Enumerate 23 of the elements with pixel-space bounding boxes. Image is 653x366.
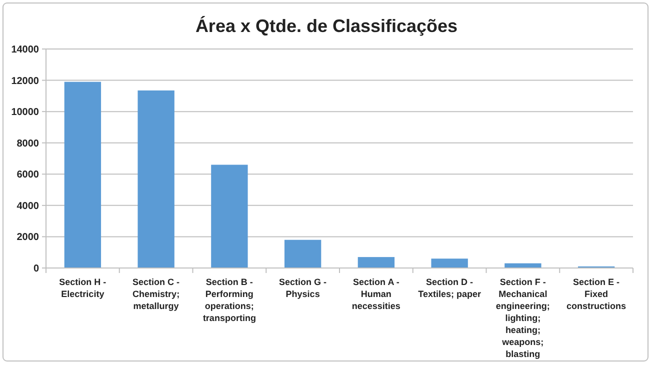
y-tick-label: 8000: [16, 138, 40, 150]
x-tick-label: Section F - Mechanical engineering; lighting; heating; weapons; blasting: [496, 277, 550, 359]
x-tick-label: Section E - Fixed constructions: [566, 277, 626, 311]
bar: [211, 164, 248, 268]
x-tick-label: Section D - Textiles; paper: [418, 277, 482, 299]
bar: [284, 240, 322, 268]
x-tick-label: Section G - Physics: [279, 277, 327, 299]
x-tick-label: Section H - Electricity: [59, 277, 106, 299]
y-tick-label: 2000: [16, 232, 40, 244]
x-tick-label: Section A - Human necessities: [352, 277, 400, 311]
x-tick-label: Section B - Performing operations; transporting: [202, 277, 256, 323]
y-tick-label: 4000: [16, 200, 40, 212]
y-tick-label: 14000: [11, 44, 40, 56]
bar: [358, 257, 395, 268]
y-tick-label: 10000: [11, 107, 40, 118]
y-tick-label: 6000: [16, 170, 40, 181]
bar: [138, 90, 174, 268]
chart-title: Área x Qtde. de Classificações: [195, 16, 458, 36]
x-tick-label: Section C - Chemistry; metallurgy: [132, 277, 180, 311]
bar: [64, 82, 102, 268]
y-tick-label: 0: [33, 264, 40, 274]
y-tick-label: 12000: [11, 76, 40, 87]
bar: [431, 258, 468, 268]
